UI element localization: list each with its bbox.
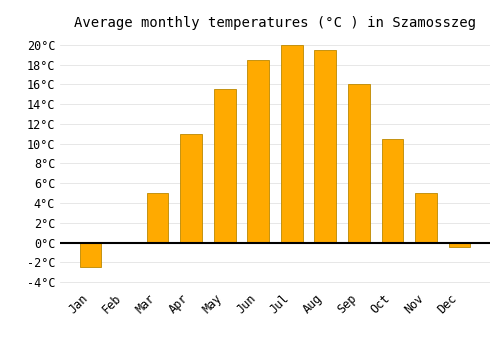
Bar [448, 243, 470, 247]
Bar [146, 193, 169, 243]
Bar [214, 89, 236, 243]
Bar [180, 134, 202, 243]
Bar [415, 193, 437, 243]
Bar [382, 139, 404, 243]
Bar [248, 60, 269, 243]
Bar [80, 243, 102, 267]
Bar [348, 84, 370, 243]
Title: Average monthly temperatures (°C ) in Szamosszeg: Average monthly temperatures (°C ) in Sz… [74, 16, 476, 30]
Bar [281, 45, 302, 243]
Bar [314, 50, 336, 243]
